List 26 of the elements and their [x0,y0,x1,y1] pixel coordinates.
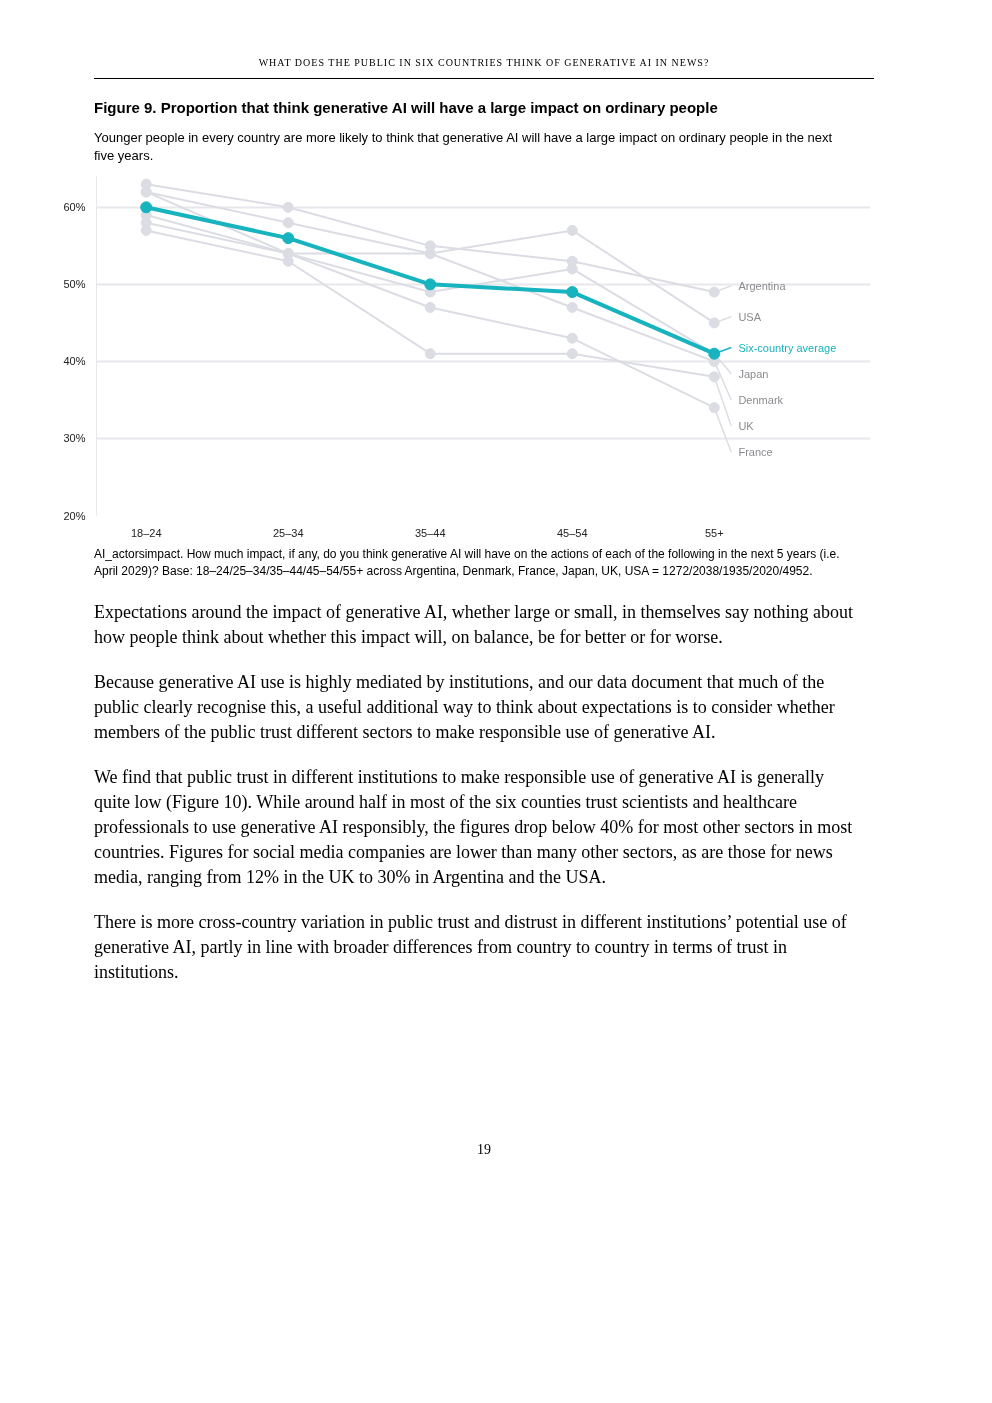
y-tick-label: 50% [63,278,86,291]
text: There is more cross-country variation in public trust and distrust in different institutions’ potential use of generative AI, partly in line with broader differences from country to country in terms of trust in institutions. [94,911,848,985]
y-tick-label: 60% [63,201,86,214]
text: Expectations around the impact of generative AI, whether large or small, in themselves say nothing about how people think about whether this impact will, on balance, be for better or for worse. [94,601,854,650]
text: We find that public trust in different institutions to make responsible use of generative AI is generally quite low (Figure 10). While around half in most of the six counties trust scientists and healthcare professionals to use generative AI responsibly, the figures drop below 40% for most other sectors in most countries. Figures for social media companies are lower than many other sectors, as are those for news media, ranging from 12% in the UK to 30% in Argentina and the USA. [94,766,854,890]
text: 19 [476,1141,492,1160]
text: Because generative AI use is highly mediated by institutions, and our data document that much of the public clearly recognise this, a useful additional way to think about expectations is to consider whether members of the public trust different sectors to make responsible use of generative AI. [94,671,836,745]
legend-label: USA [738,310,762,323]
text: France [738,446,773,459]
x-tick-label: 55+ [704,526,724,539]
x-tick-label: 45–54 [556,526,588,539]
chart-subtitle: Younger people in every country are more likely to think that generative AI will have a large impact on ordinary people in the next five years. [94,128,834,166]
legend-label: Argentina [738,279,787,292]
text: Japan [738,367,769,380]
text: WHAT DOES THE PUBLIC IN SIX COUNTRIES THINK OF GENERATIVE AI IN NEWS? [94,50,874,80]
text: UK [738,419,755,432]
legend-label: Six-country average [738,341,837,354]
x-tick-label: 35–44 [414,526,446,539]
y-tick-label: 30% [63,432,86,445]
y-tick-label: 40% [63,355,86,368]
x-tick-label: 25–34 [272,526,304,539]
text: AI_actorsimpact. How much impact, if any, do you think generative AI will have on the actions of each of the following in the next 5 years (i.e. April 2029)? Base: 18–24/25–34/35–44/45–54/55+ across Argentina, Denmark, France, Japan, UK, USA = 1272/2038/1935/2020/4952. [94,545,841,580]
text: Denmark [738,393,784,406]
chart-title: Figure 9. Proportion that think generative AI will have a large impact on ordinary people [94,98,718,119]
x-tick-label: 18–24 [130,526,162,539]
y-tick-label: 20% [63,509,86,522]
